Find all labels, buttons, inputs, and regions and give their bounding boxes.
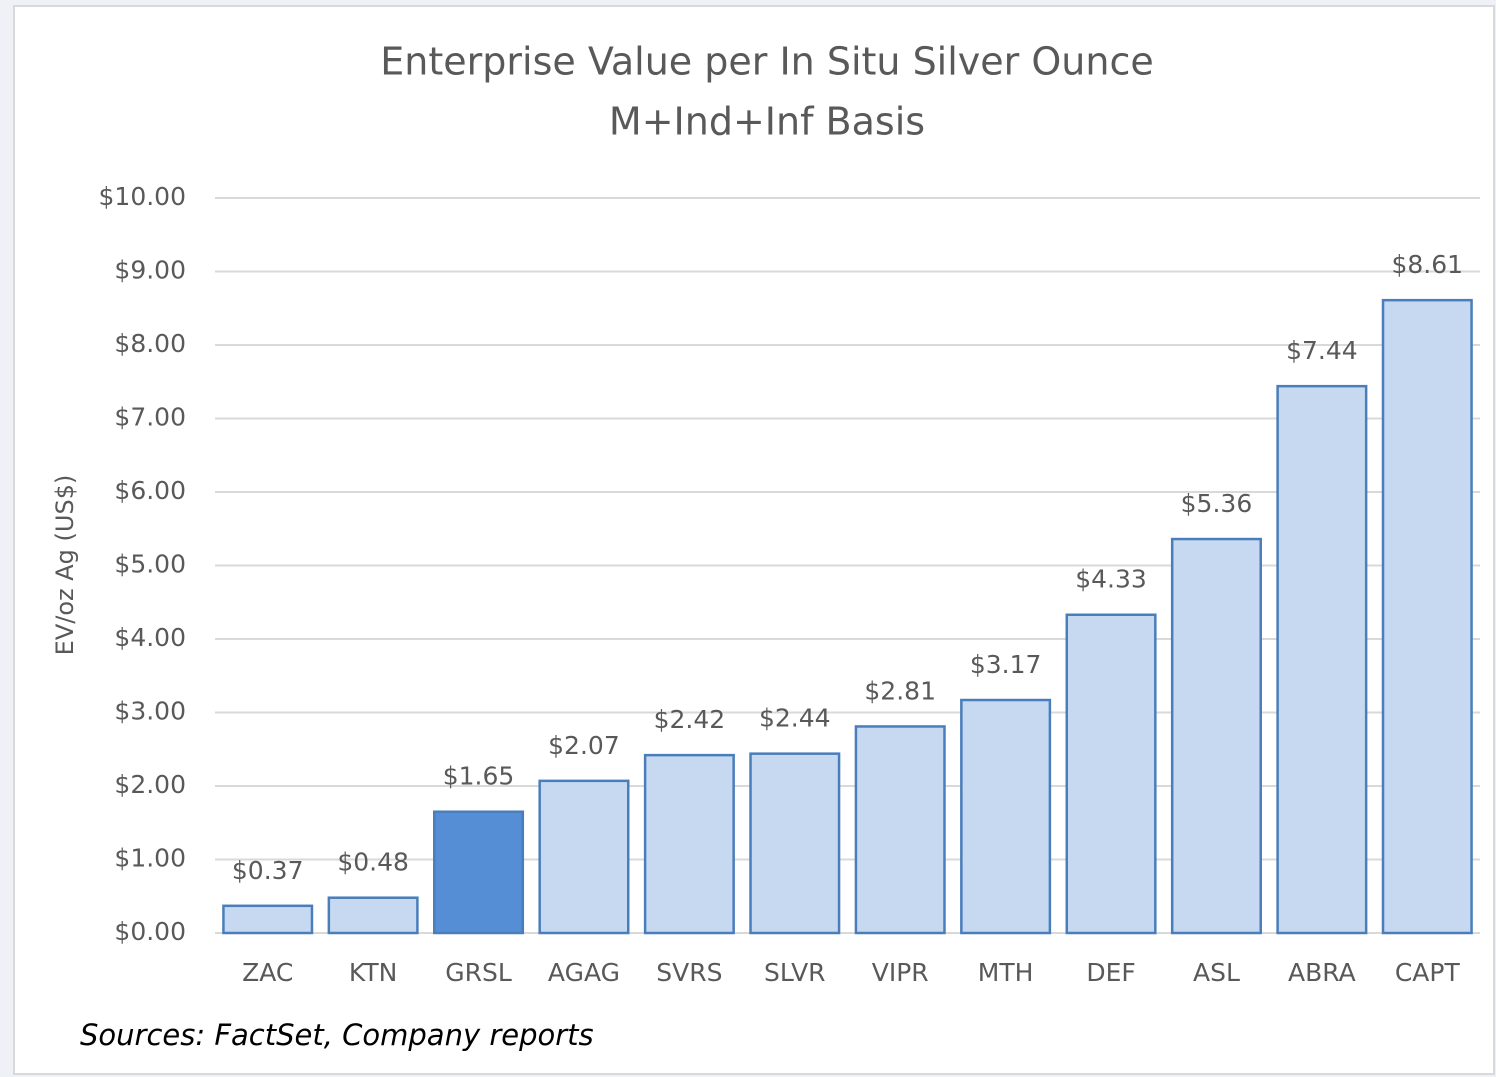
chart-title: Enterprise Value per In Situ Silver Ounc… xyxy=(380,40,1153,84)
bar xyxy=(1381,298,1473,935)
bar xyxy=(1276,384,1368,935)
data-label: $7.44 xyxy=(1286,336,1358,365)
x-tick-label: KTN xyxy=(349,958,397,987)
y-axis-label: EV/oz Ag (US$) xyxy=(51,475,79,656)
x-tick-label: VIPR xyxy=(872,958,929,987)
bar xyxy=(222,904,314,935)
x-tick-label: ASL xyxy=(1193,958,1240,987)
x-tick-label: MTH xyxy=(978,958,1034,987)
x-tick-label: AGAG xyxy=(548,958,620,987)
bar xyxy=(538,779,630,935)
data-label: $5.36 xyxy=(1181,489,1253,518)
y-tick-label: $2.00 xyxy=(114,770,186,799)
bar xyxy=(749,752,841,935)
y-tick-label: $6.00 xyxy=(114,476,186,505)
y-tick-label: $5.00 xyxy=(114,550,186,579)
x-tick-label: SLVR xyxy=(764,958,826,987)
bar xyxy=(1065,613,1157,935)
data-label: $8.61 xyxy=(1392,250,1464,279)
y-tick-label: $1.00 xyxy=(114,844,186,873)
y-tick-label: $9.00 xyxy=(114,256,186,285)
data-label: $3.17 xyxy=(970,650,1042,679)
data-label: $0.37 xyxy=(232,856,304,885)
y-tick-label: $0.00 xyxy=(114,917,186,946)
data-label: $2.42 xyxy=(654,705,726,734)
y-tick-label: $7.00 xyxy=(114,403,186,432)
bar xyxy=(960,698,1052,935)
y-tick-label: $3.00 xyxy=(114,697,186,726)
x-tick-label: GRSL xyxy=(445,958,512,987)
bar xyxy=(1170,537,1262,935)
chart-subtitle: M+Ind+Inf Basis xyxy=(609,100,925,144)
data-label: $0.48 xyxy=(337,848,409,877)
data-label: $1.65 xyxy=(443,762,515,791)
source-note: Sources: FactSet, Company reports xyxy=(80,1018,594,1052)
x-tick-label: ABRA xyxy=(1288,958,1356,987)
x-tick-label: SVRS xyxy=(656,958,722,987)
x-tick-label: CAPT xyxy=(1395,958,1461,987)
data-label: $2.07 xyxy=(548,731,620,760)
y-tick-label: $4.00 xyxy=(114,623,186,652)
data-label: $4.33 xyxy=(1075,565,1147,594)
bar xyxy=(643,753,735,935)
data-label: $2.81 xyxy=(864,676,936,705)
x-tick-label: ZAC xyxy=(242,958,293,987)
bar xyxy=(433,810,525,935)
x-tick-label: DEF xyxy=(1086,958,1135,987)
bar xyxy=(327,896,419,935)
y-tick-label: $10.00 xyxy=(99,182,186,211)
data-label: $2.44 xyxy=(759,704,831,733)
y-tick-label: $8.00 xyxy=(114,329,186,358)
bar xyxy=(854,725,946,935)
